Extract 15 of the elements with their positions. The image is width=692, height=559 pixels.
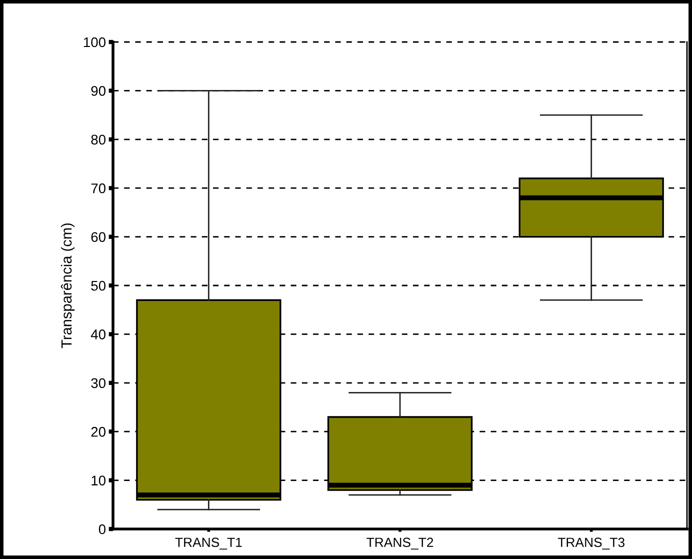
y-tick-label: 90 <box>91 86 106 96</box>
y-tick-label: 0 <box>98 524 106 534</box>
y-tick-label: 40 <box>90 330 106 340</box>
y-tick-label: 50 <box>91 280 106 291</box>
x-tick-label: TRANS_T3 <box>558 538 624 550</box>
y-tick-label: 10 <box>92 476 106 486</box>
y-tick-label: 70 <box>91 183 106 194</box>
x-tick-label: TRANS_T2 <box>366 538 434 550</box>
y-tick-label: 80 <box>91 134 106 145</box>
x-tick-label: TRANS_T1 <box>175 538 242 550</box>
y-tick-label: 30 <box>91 378 106 388</box>
y-tick-label: 60 <box>91 232 106 242</box>
y-axis-title: Transparência (cm) <box>60 223 75 348</box>
y-tick-label: 20 <box>91 426 106 437</box>
y-tick-label: 100 <box>84 37 106 48</box>
